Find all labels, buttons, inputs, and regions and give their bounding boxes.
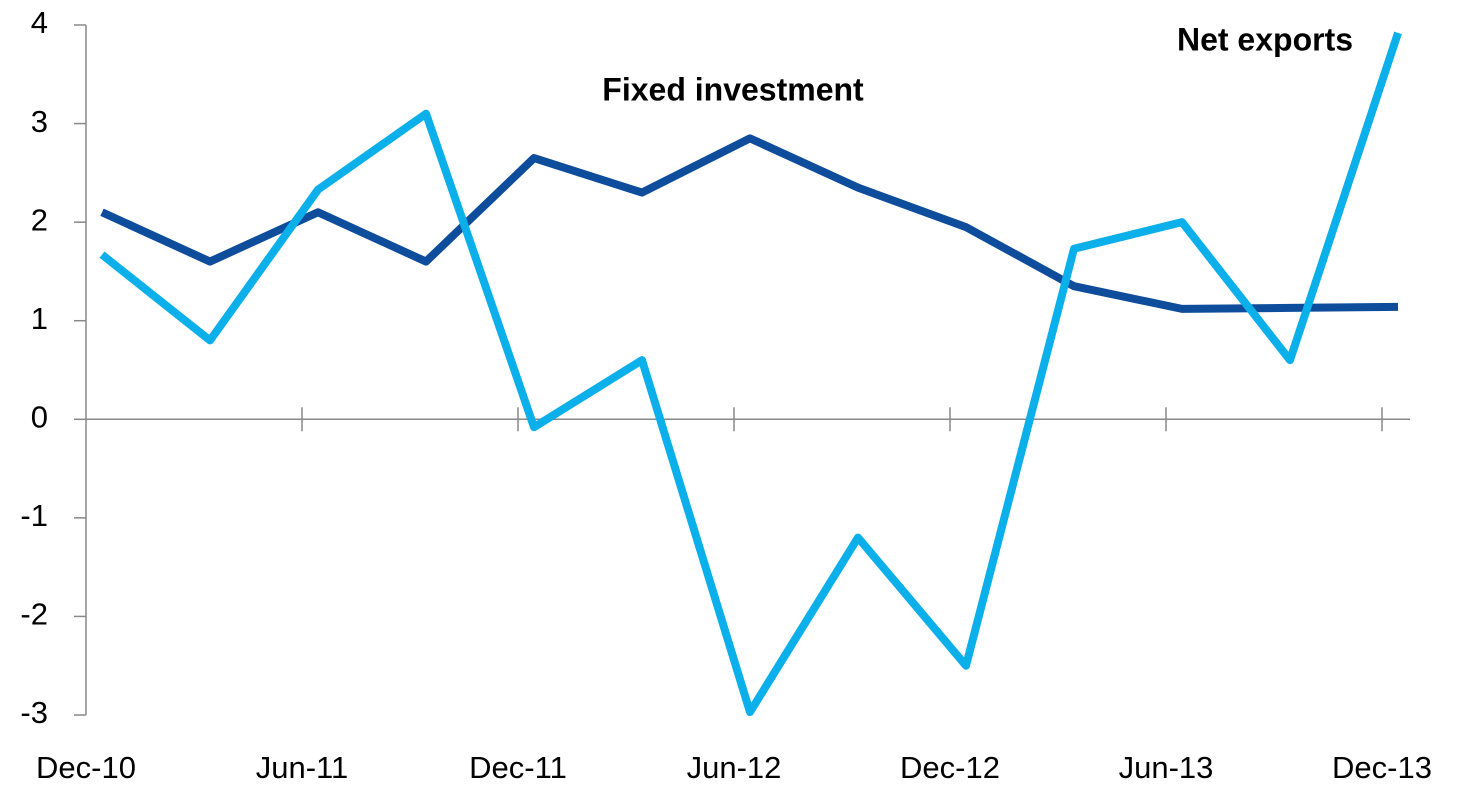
y-tick-label: 2 (31, 202, 48, 237)
y-tick-label: -2 (20, 597, 48, 632)
x-tick-label: Dec-10 (36, 750, 136, 785)
y-tick-label: 1 (31, 301, 48, 336)
line-series (99, 31, 1402, 717)
series-label: Fixed investment (602, 71, 864, 107)
y-tick-label: 0 (31, 399, 48, 434)
x-tick-label: Jun-13 (1119, 750, 1214, 785)
y-tick-label: -1 (20, 498, 48, 533)
y-tick-label: -3 (20, 695, 48, 730)
x-tick-label: Dec-12 (900, 750, 1000, 785)
x-tick-label: Jun-11 (256, 750, 349, 785)
x-tick-label: Dec-11 (469, 750, 567, 785)
y-tick-label: 4 (31, 5, 48, 40)
y-tick-label: 3 (31, 104, 48, 139)
line-series (100, 134, 1399, 313)
series-label: Net exports (1177, 21, 1353, 57)
x-tick-label: Jun-12 (687, 750, 782, 785)
x-tick-label: Dec-13 (1332, 750, 1432, 785)
